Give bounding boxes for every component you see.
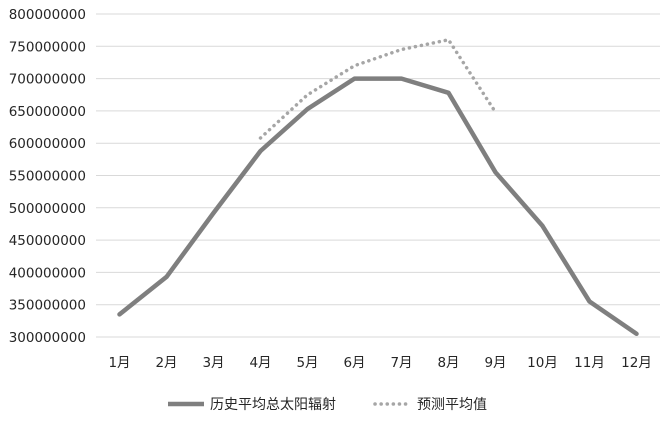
x-tick-label: 6月 bbox=[343, 355, 365, 371]
legend: 历史平均总太阳辐射 预测平均值 bbox=[168, 397, 487, 413]
gridlines bbox=[96, 13, 660, 338]
y-axis-ticks: 300000000 350000000 400000000 450000000 5000… bbox=[9, 7, 86, 346]
legend-label-1: 预测平均值 bbox=[417, 397, 487, 413]
series-line-0 bbox=[117, 76, 639, 337]
x-tick-label: 2月 bbox=[155, 355, 177, 371]
x-tick-label: 9月 bbox=[484, 355, 506, 371]
x-tick-label: 11月 bbox=[574, 355, 605, 371]
x-tick-label: 10月 bbox=[527, 355, 558, 371]
y-tick-label: 800000000 bbox=[9, 7, 86, 23]
series-lines bbox=[117, 38, 639, 337]
y-tick-label: 450000000 bbox=[9, 233, 86, 249]
x-axis-ticks: 1月 2月 3月 4月 5月 6月 7月 8月 9月 10月 11月 12月 bbox=[108, 355, 651, 371]
x-tick-label: 8月 bbox=[437, 355, 459, 371]
x-tick-label: 1月 bbox=[108, 355, 130, 371]
x-tick-label: 5月 bbox=[296, 355, 318, 371]
y-tick-label: 400000000 bbox=[9, 265, 86, 281]
y-tick-label: 550000000 bbox=[9, 169, 86, 185]
x-tick-label: 7月 bbox=[390, 355, 412, 371]
x-tick-label: 12月 bbox=[621, 355, 652, 371]
x-tick-label: 3月 bbox=[202, 355, 224, 371]
y-tick-label: 700000000 bbox=[9, 72, 86, 88]
y-tick-label: 300000000 bbox=[9, 330, 86, 346]
x-tick-label: 4月 bbox=[249, 355, 271, 371]
y-tick-label: 750000000 bbox=[9, 39, 86, 55]
series-line-1 bbox=[258, 38, 498, 140]
y-tick-label: 650000000 bbox=[9, 104, 86, 120]
y-tick-label: 350000000 bbox=[9, 298, 86, 314]
y-tick-label: 600000000 bbox=[9, 136, 86, 152]
legend-label-0: 历史平均总太阳辐射 bbox=[210, 397, 336, 413]
y-tick-label: 500000000 bbox=[9, 201, 86, 217]
